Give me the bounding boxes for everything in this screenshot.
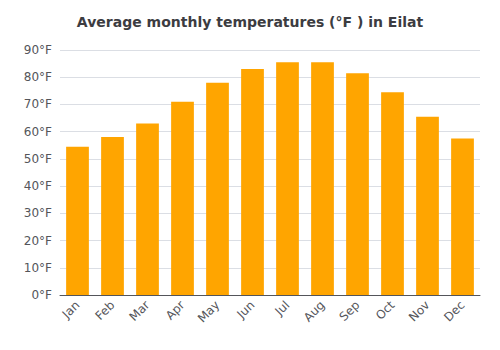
svg-text:May: May: [195, 298, 222, 325]
svg-text:Jul: Jul: [272, 298, 293, 319]
svg-text:Apr: Apr: [163, 298, 188, 323]
svg-text:80°F: 80°F: [24, 70, 52, 84]
svg-text:40°F: 40°F: [24, 179, 52, 193]
svg-text:50°F: 50°F: [24, 152, 52, 166]
svg-text:60°F: 60°F: [24, 125, 52, 139]
svg-text:Aug: Aug: [301, 298, 327, 324]
svg-text:Sep: Sep: [337, 298, 363, 324]
svg-text:Oct: Oct: [373, 298, 398, 323]
svg-text:Jan: Jan: [59, 298, 83, 322]
svg-text:Dec: Dec: [441, 298, 467, 324]
svg-text:90°F: 90°F: [24, 43, 52, 57]
svg-text:30°F: 30°F: [24, 206, 52, 220]
svg-text:20°F: 20°F: [24, 234, 52, 248]
svg-text:Jun: Jun: [234, 298, 258, 322]
svg-text:Feb: Feb: [93, 298, 118, 323]
svg-text:Mar: Mar: [127, 298, 153, 324]
svg-text:10°F: 10°F: [24, 261, 52, 275]
svg-text:Nov: Nov: [406, 298, 432, 324]
svg-text:Average monthly temperatures (: Average monthly temperatures (°F ) in Ei…: [77, 14, 424, 30]
svg-text:70°F: 70°F: [24, 97, 52, 111]
svg-text:0°F: 0°F: [31, 288, 52, 302]
